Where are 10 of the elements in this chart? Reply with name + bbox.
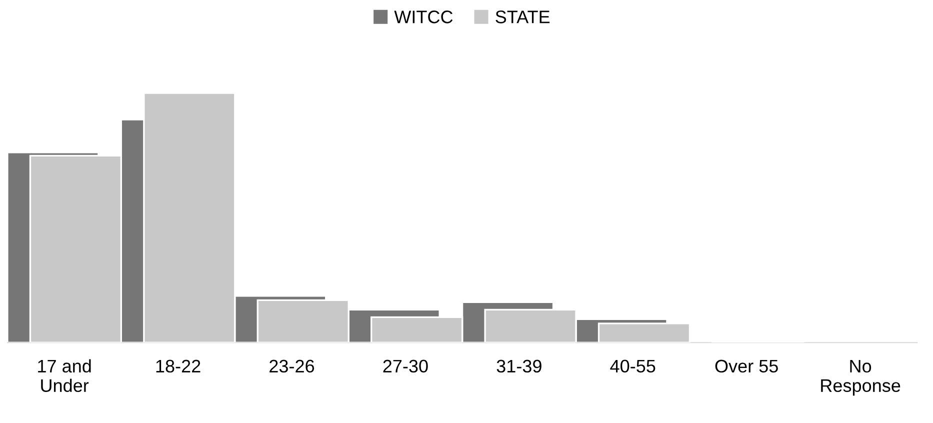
x-tick-label: No Response [821,360,900,396]
legend-label: STATE [496,10,550,24]
x-tick-label: 18-22 [156,360,200,373]
x-tick-label: Over 55 [715,360,778,373]
x-tick-label: 17 and Under [38,359,91,392]
x-tick-label: 40-55 [610,360,656,373]
x-tick-label: 23-26 [270,360,314,373]
x-tick-label: 31-39 [496,360,542,373]
x-tick-label: 27-30 [383,360,428,373]
legend-label: WITCC [394,10,453,24]
